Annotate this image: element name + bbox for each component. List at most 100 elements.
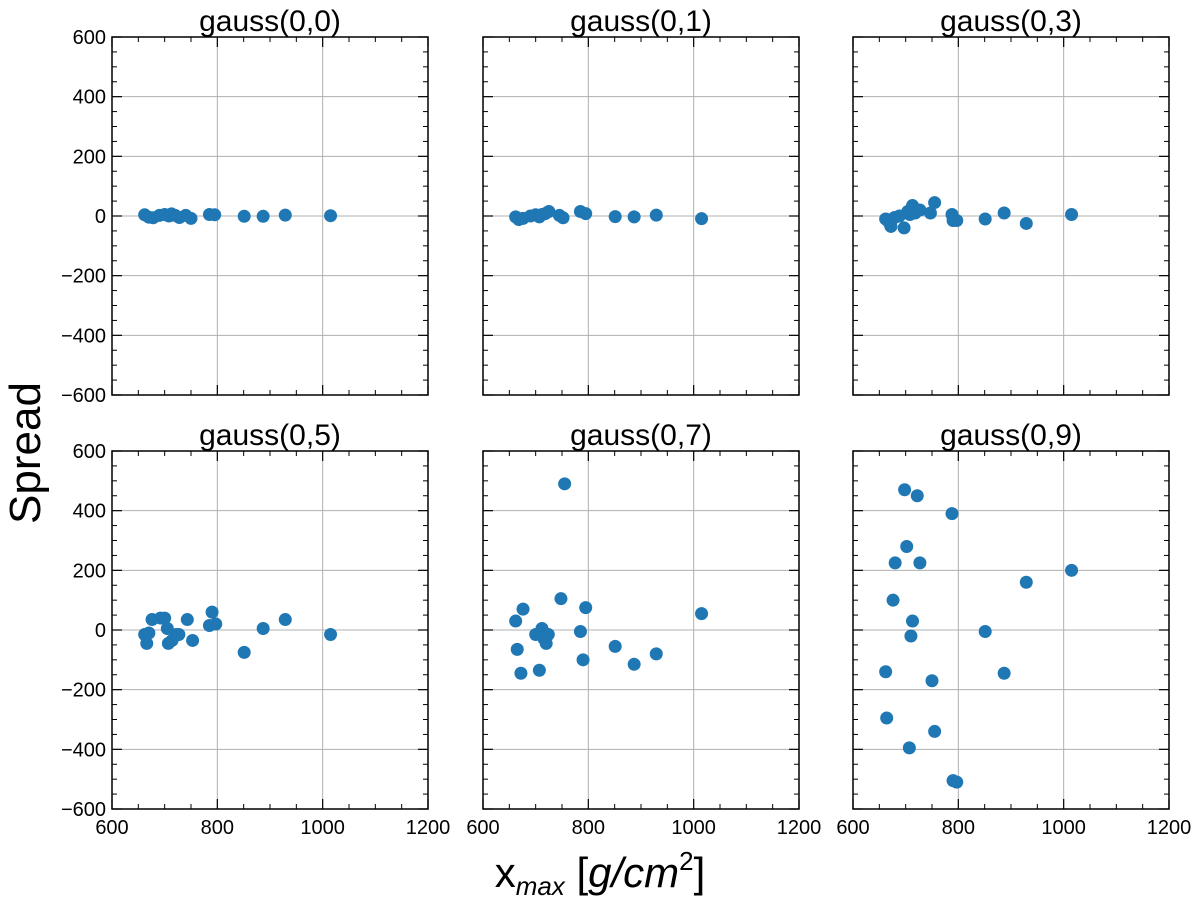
scatter-point bbox=[913, 203, 927, 217]
scatter-point bbox=[627, 210, 641, 224]
scatter-point bbox=[209, 617, 223, 631]
scatter-point bbox=[978, 212, 992, 226]
scatter-point bbox=[558, 477, 572, 491]
plot-frame bbox=[482, 36, 800, 396]
panel-title: gauss(0,7) bbox=[570, 419, 712, 452]
panel-title: gauss(0,3) bbox=[940, 5, 1082, 38]
y-tick-label: 0 bbox=[95, 620, 106, 642]
scatter-point bbox=[923, 206, 937, 220]
x-label-subscript: max bbox=[516, 871, 566, 900]
scatter-point bbox=[913, 556, 927, 570]
scatter-point bbox=[542, 205, 556, 219]
plot-frame bbox=[111, 36, 429, 396]
scatter-point bbox=[579, 601, 593, 615]
x-tick-label: 1200 bbox=[777, 817, 822, 839]
y-tick-label: 400 bbox=[73, 87, 106, 109]
y-axis-label: Spread bbox=[1, 382, 50, 524]
scatter-point bbox=[172, 627, 186, 641]
scatter-point bbox=[900, 539, 914, 553]
y-tick-label: 200 bbox=[73, 560, 106, 582]
y-tick-label: −200 bbox=[61, 266, 106, 288]
x-tick-label: 1200 bbox=[1147, 817, 1192, 839]
scatter-point bbox=[514, 666, 528, 680]
panel-title: gauss(0,5) bbox=[199, 419, 341, 452]
y-tick-label: 200 bbox=[73, 146, 106, 168]
x-label-unit-open: [ bbox=[565, 849, 589, 896]
y-tick-label: −400 bbox=[61, 739, 106, 761]
scatter-point bbox=[695, 607, 709, 621]
scatter-point bbox=[205, 605, 219, 619]
plot-frame bbox=[111, 450, 429, 810]
scatter-point bbox=[879, 665, 893, 679]
scatter-point bbox=[608, 210, 622, 224]
y-tick-label: −200 bbox=[61, 680, 106, 702]
panel-title: gauss(0,1) bbox=[570, 5, 712, 38]
scatter-point bbox=[541, 627, 555, 641]
scatter-point bbox=[158, 611, 172, 625]
x-tick-label: 1000 bbox=[671, 817, 716, 839]
scatter-point bbox=[902, 741, 916, 755]
scatter-point bbox=[898, 483, 912, 497]
chart-panel-4: gauss(0,5) −600 −400 −200 0 200 400 600 600 800 10… bbox=[61, 419, 450, 839]
scatter-point bbox=[180, 613, 194, 627]
scatter-point bbox=[278, 208, 292, 222]
scatter-point bbox=[573, 624, 587, 638]
scatter-point bbox=[997, 666, 1011, 680]
y-tick-label: −600 bbox=[61, 385, 106, 407]
scatter-point bbox=[278, 613, 292, 627]
scatter-point bbox=[186, 633, 200, 647]
scatter-point bbox=[1019, 216, 1033, 230]
scatter-point bbox=[997, 206, 1011, 220]
scatter-point bbox=[142, 626, 156, 640]
scatter-point bbox=[516, 602, 530, 616]
scatter-point bbox=[237, 645, 251, 659]
scatter-point bbox=[904, 629, 918, 643]
scatter-point bbox=[910, 489, 924, 503]
scatter-point bbox=[649, 647, 663, 661]
scatter-point bbox=[509, 614, 523, 628]
scatter-point bbox=[576, 653, 590, 667]
x-tick-label: 600 bbox=[466, 817, 499, 839]
panel-title: gauss(0,0) bbox=[199, 5, 341, 38]
scatter-point bbox=[324, 627, 338, 641]
scatter-point bbox=[695, 212, 709, 226]
y-tick-label: 600 bbox=[73, 441, 106, 463]
scatter-point bbox=[649, 208, 663, 222]
scatter-point bbox=[1065, 563, 1079, 577]
y-tick-label: −600 bbox=[61, 799, 106, 821]
x-tick-label: 800 bbox=[942, 817, 975, 839]
x-tick-label: 1000 bbox=[300, 817, 345, 839]
chart-panel-5: gauss(0,7) 600 800 1000 1200 bbox=[466, 419, 821, 839]
scatter-point bbox=[256, 209, 270, 223]
scatter-point bbox=[208, 208, 222, 222]
scatter-point bbox=[510, 642, 524, 656]
plot-frame bbox=[482, 450, 800, 810]
scatter-point bbox=[237, 209, 251, 223]
scatter-point bbox=[950, 213, 964, 227]
scatter-point bbox=[1019, 575, 1033, 589]
plot-frame bbox=[852, 36, 1170, 396]
y-tick-label: −400 bbox=[61, 325, 106, 347]
x-tick-label: 600 bbox=[836, 817, 869, 839]
scatter-point bbox=[627, 657, 641, 671]
scatter-point bbox=[140, 636, 154, 650]
scatter-point bbox=[256, 622, 270, 636]
scatter-point bbox=[928, 196, 942, 210]
scatter-point bbox=[945, 507, 959, 521]
x-tick-label: 800 bbox=[572, 817, 605, 839]
panel-title: gauss(0,9) bbox=[940, 419, 1082, 452]
x-label-superscript: 2 bbox=[679, 846, 693, 876]
chart-panel-3: gauss(0,3) bbox=[852, 5, 1170, 396]
scatter-point bbox=[532, 663, 546, 677]
scatter-point bbox=[324, 209, 338, 223]
scatter-point bbox=[556, 211, 570, 225]
scatter-point bbox=[950, 775, 964, 789]
x-axis-label: xmax [g/cm2] bbox=[495, 846, 706, 900]
scatter-point bbox=[897, 221, 911, 235]
x-tick-label: 1200 bbox=[406, 817, 451, 839]
chart-panel-1: gauss(0,0) −600 −400 −200 0 200 400 600 bbox=[61, 5, 429, 407]
scatter-point bbox=[928, 724, 942, 738]
x-tick-label: 800 bbox=[201, 817, 234, 839]
